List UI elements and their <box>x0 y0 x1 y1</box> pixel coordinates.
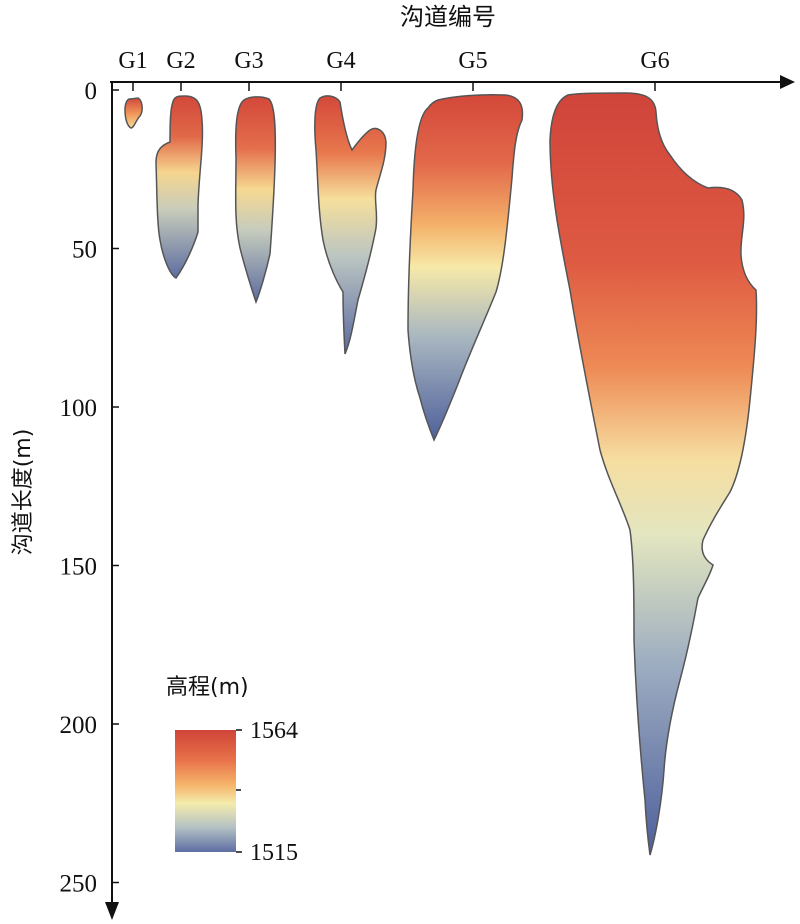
gully-shape-g2 <box>155 95 204 279</box>
gully-label-g4: G4 <box>326 48 355 74</box>
y-tick-label: 100 <box>60 395 98 422</box>
gully-label-group: G1 G2 G3 G4 G5 G6 <box>118 48 669 74</box>
y-tick-label: 50 <box>72 237 97 264</box>
x-axis-title: 沟道编号 <box>400 3 496 31</box>
y-tick-label: 0 <box>85 78 98 105</box>
legend-max-label: 1564 <box>250 718 298 744</box>
y-tick-label: 250 <box>60 871 98 898</box>
legend-color-bar <box>175 730 236 852</box>
y-tick-group: 0 50 100 150 200 250 <box>60 78 119 898</box>
y-axis-title: 沟道长度(m) <box>11 429 36 556</box>
legend-title: 高程(m) <box>166 675 249 700</box>
y-tick-label: 200 <box>60 712 98 739</box>
gully-tick-group <box>132 82 656 91</box>
gully-shape-g5 <box>407 94 524 442</box>
gully-label-g1: G1 <box>118 48 147 74</box>
y-axis-arrowhead <box>105 902 119 920</box>
gully-label-g6: G6 <box>640 48 669 74</box>
gully-label-g5: G5 <box>458 48 487 74</box>
gully-shape-g4 <box>314 95 387 355</box>
legend-min-label: 1515 <box>250 840 298 866</box>
x-axis-arrowhead <box>780 75 795 89</box>
y-tick-label: 150 <box>60 554 98 581</box>
gully-shape-g3 <box>234 96 277 305</box>
gully-shape-g6 <box>549 92 758 856</box>
gully-label-g3: G3 <box>234 48 263 74</box>
gully-label-g2: G2 <box>166 48 195 74</box>
gully-shape-g1 <box>124 97 143 129</box>
